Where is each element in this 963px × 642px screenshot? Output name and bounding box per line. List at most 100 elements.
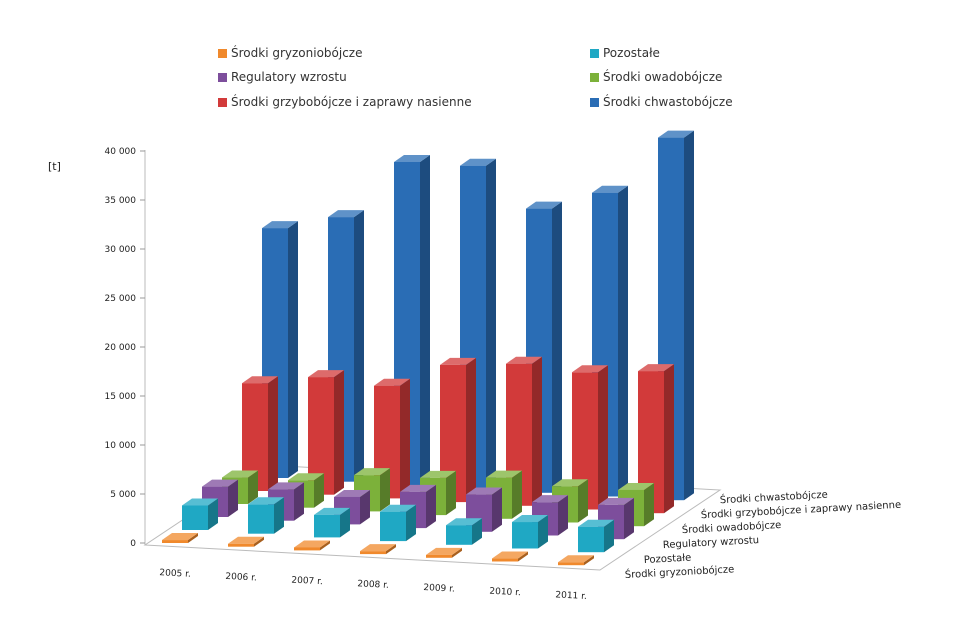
bar: [182, 505, 208, 530]
z-tick-label: Środki owadobójcze: [681, 518, 781, 536]
bar-side: [380, 468, 390, 512]
bar-top: [380, 504, 416, 512]
x-tick-label: 2007 r.: [291, 576, 323, 588]
bar-top: [446, 518, 482, 526]
legend-swatch: [590, 97, 599, 107]
x-tick-label: 2009 r.: [423, 583, 455, 595]
legend-label: Regulatory wzrostu: [231, 70, 347, 84]
bar: [426, 554, 452, 558]
legend-item: Środki owadobójcze: [590, 70, 722, 84]
bar-side: [188, 533, 198, 543]
bar-side: [452, 547, 462, 558]
bar-side: [492, 487, 502, 532]
bar-side: [320, 540, 330, 551]
legend-item: Środki chwastobójcze: [590, 95, 733, 109]
bar-side: [294, 482, 304, 521]
bar-side: [340, 507, 350, 538]
bar-top: [572, 365, 608, 373]
y-tick-label: 15 000: [105, 392, 137, 402]
bar-side: [334, 370, 344, 495]
bar-top: [354, 468, 390, 476]
bar: [492, 558, 518, 562]
bar: [162, 540, 188, 543]
bar-top: [394, 155, 430, 162]
y-tick-label: 10 000: [105, 441, 137, 451]
x-tick-label: 2005 r.: [159, 568, 191, 580]
bar-top: [222, 470, 258, 478]
bar-top: [420, 470, 456, 478]
bar-top: [460, 158, 496, 166]
bar-side: [618, 185, 628, 497]
legend-item: Środki gryzoniobójcze: [218, 46, 363, 60]
bar-side: [512, 470, 522, 519]
bar-top: [618, 482, 654, 490]
x-tick-label: 2008 r.: [357, 579, 389, 591]
legend-swatch: [218, 48, 227, 58]
bar: [294, 547, 320, 551]
bar-side: [446, 470, 456, 516]
bar: [578, 526, 604, 553]
x-tick-label: 2006 r.: [225, 572, 257, 584]
bar-top: [268, 482, 304, 490]
legend-label: Pozostałe: [603, 46, 660, 60]
legend-swatch: [590, 48, 599, 58]
legend-label: Środki grzybobójcze i zaprawy nasienne: [231, 95, 472, 109]
legend-item: Środki grzybobójcze i zaprawy nasienne: [218, 95, 472, 109]
bar-side: [624, 497, 634, 540]
bar-side: [518, 551, 528, 562]
bar-side: [248, 470, 258, 504]
bar-top: [294, 540, 330, 548]
bar-top: [360, 544, 396, 552]
legend-label: Środki owadobójcze: [603, 70, 723, 84]
bar-side: [268, 376, 278, 491]
bar: [248, 504, 274, 534]
bar-top: [638, 364, 674, 372]
legend-swatch: [590, 72, 599, 82]
y-tick-label: 20 000: [105, 343, 137, 353]
bar-top: [466, 487, 502, 495]
bar-top: [228, 536, 264, 544]
z-tick-label: Pozostałe: [644, 553, 692, 566]
bar-side: [598, 365, 608, 510]
bar-side: [208, 498, 218, 530]
bar-top: [426, 547, 462, 555]
bar-side: [584, 555, 594, 566]
legend-swatch: [218, 72, 227, 82]
bar: [380, 511, 406, 542]
bar-top: [374, 378, 410, 386]
bar: [314, 514, 340, 538]
bar-top: [552, 479, 588, 487]
bar-top: [242, 376, 278, 384]
bar-side: [420, 155, 430, 486]
bar-top: [440, 357, 476, 365]
bar-top: [202, 479, 238, 487]
y-tick-label: 0: [130, 539, 136, 549]
bar-side: [406, 504, 416, 542]
bar-top: [400, 484, 436, 492]
bar-side: [538, 515, 548, 549]
bar-top: [526, 201, 562, 209]
bar-top: [492, 551, 528, 559]
bar-side: [466, 357, 476, 503]
bar-top: [162, 533, 198, 541]
bar-side: [254, 536, 264, 547]
bar-side: [360, 489, 370, 525]
bar-side: [532, 356, 542, 506]
bar-top: [334, 489, 370, 497]
bar-top: [248, 497, 284, 505]
bar-top: [314, 507, 350, 515]
bar-side: [664, 364, 674, 514]
y-tick-label: 25 000: [105, 294, 137, 304]
bar-side: [354, 210, 364, 482]
bar-side: [426, 484, 436, 529]
bar-top: [328, 210, 364, 218]
bar: [360, 551, 386, 555]
bar-top: [506, 356, 542, 364]
legend-item: Regulatory wzrostu: [218, 70, 347, 84]
y-tick-label: 35 000: [105, 196, 137, 206]
legend-label: Środki chwastobójcze: [603, 95, 733, 109]
bar-top: [308, 370, 344, 378]
legend-item: Pozostałe: [590, 46, 660, 60]
legend-swatch: [218, 97, 227, 107]
